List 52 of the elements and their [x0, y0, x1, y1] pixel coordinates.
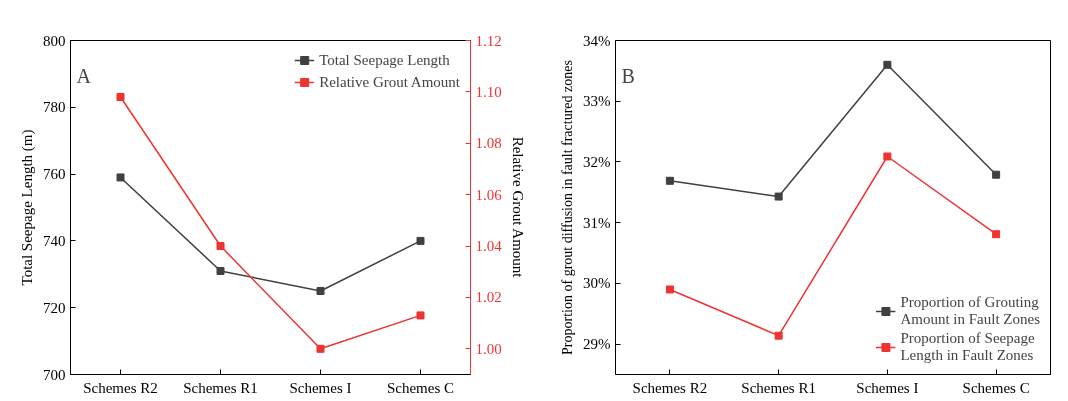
point: [416, 311, 425, 320]
y-tick-label: 700: [43, 366, 66, 383]
y-axis-title: Total Seepage Length (m): [19, 129, 36, 286]
y-tick-label: 740: [43, 232, 66, 249]
y2-tick-label: 1.10: [475, 83, 502, 100]
x-tick-label: Schemes I: [289, 379, 352, 396]
x-tick-label: Schemes I: [856, 379, 919, 396]
annotation: B: [621, 64, 635, 87]
y2-axis-title: Relative Grout Amount: [509, 136, 526, 279]
point: [316, 344, 325, 353]
point: [216, 242, 225, 251]
x-tick-label: Schemes C: [962, 379, 1030, 396]
y-tick-label: 29%: [583, 336, 611, 353]
y2-tick-label: 1.00: [475, 340, 502, 357]
point: [416, 236, 425, 245]
y-tick-label: 34%: [583, 32, 611, 49]
x-tick-label: Schemes R1: [183, 379, 258, 396]
x-tick-label: Schemes R2: [83, 379, 158, 396]
x-tick-label: Schemes C: [386, 379, 455, 396]
y-tick-label: 30%: [583, 275, 611, 292]
y2-tick-label: 1.06: [475, 186, 503, 203]
point: [665, 176, 674, 185]
y-axis-title: Proportion of grout diffusion in fault fractured zones: [560, 60, 575, 355]
y-tick-label: 32%: [583, 153, 611, 170]
x-tick-label: Schemes R2: [632, 379, 708, 396]
point: [883, 60, 892, 69]
y2-tick-label: 1.04: [475, 238, 503, 255]
y-tick-label: 33%: [583, 93, 611, 110]
y-tick-label: 31%: [583, 214, 611, 231]
legend-label: Proportion of Seepage Length in Fault Zones: [900, 330, 1035, 364]
y-tick-label: 800: [43, 32, 66, 49]
point: [216, 266, 225, 275]
annotation: A: [76, 64, 92, 87]
y-tick-label: 720: [43, 299, 66, 316]
point: [992, 170, 1001, 179]
legend-label: Total Seepage Length: [319, 51, 450, 69]
y-tick-label: 780: [43, 99, 66, 116]
y-tick-label: 760: [43, 166, 66, 183]
point: [665, 285, 674, 294]
point: [116, 93, 125, 102]
legend-label: Proportion of Grouting Amount in Fault Zones: [900, 294, 1040, 328]
point: [774, 192, 783, 201]
point: [774, 331, 783, 340]
y2-tick-label: 1.12: [475, 32, 502, 49]
y2-tick-label: 1.02: [475, 289, 502, 306]
point: [116, 173, 125, 182]
y2-tick-label: 1.08: [475, 135, 502, 152]
point: [883, 152, 892, 161]
point: [316, 287, 325, 295]
legend-label: Relative Grout Amount: [319, 73, 460, 91]
x-tick-label: Schemes R1: [741, 379, 816, 396]
point: [992, 230, 1001, 239]
